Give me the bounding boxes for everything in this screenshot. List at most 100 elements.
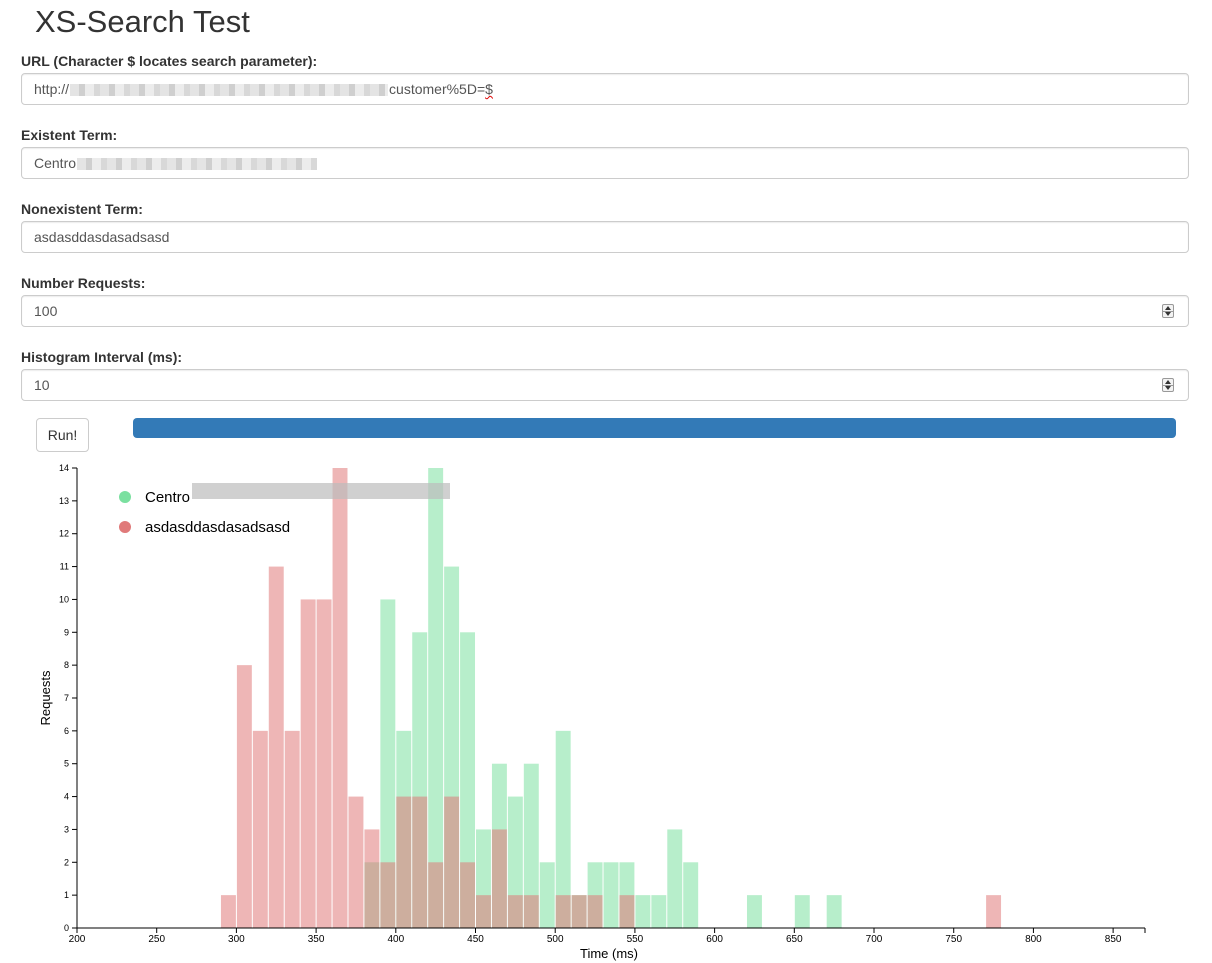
existent-term-value: Centro — [34, 155, 77, 171]
existent-term-input[interactable]: Centro — [21, 147, 1189, 179]
y-tick-label: 13 — [59, 496, 69, 506]
progress-bar-fill — [133, 418, 1176, 438]
histogram-bar-nonexistent — [380, 862, 396, 928]
x-tick-label: 200 — [69, 934, 86, 945]
y-axis-label: Requests — [38, 670, 53, 725]
histogram-chart: 200 250 300 350 400 450 500 550 600 650 700 750 800 8… — [38, 463, 1146, 961]
x-tick-label: 450 — [467, 934, 484, 945]
histogram-bar-nonexistent — [986, 895, 1002, 928]
histogram-bar-nonexistent — [460, 862, 476, 928]
y-tick-label: 2 — [64, 857, 69, 867]
x-tick-label: 500 — [547, 934, 564, 945]
histogram-bar-existent — [651, 895, 667, 928]
histogram-bar-existent — [746, 895, 762, 928]
histogram-bar-existent — [635, 895, 651, 928]
histogram-bar-nonexistent — [220, 895, 236, 928]
y-tick-label: 5 — [64, 759, 69, 769]
nonexistent-term-label: Nonexistent Term: — [21, 201, 143, 217]
x-tick-label: 250 — [148, 934, 165, 945]
histogram-bar-nonexistent — [252, 730, 268, 928]
y-tick-label: 6 — [64, 726, 69, 736]
url-label: URL (Character $ locates search paramete… — [21, 53, 318, 69]
histogram-bar-nonexistent — [396, 796, 412, 928]
existent-term-label: Existent Term: — [21, 127, 118, 143]
histogram-interval-value: 10 — [34, 377, 50, 393]
y-tick-label: 1 — [64, 890, 69, 900]
x-tick-label: 650 — [786, 934, 803, 945]
histogram-bar-nonexistent — [428, 862, 444, 928]
histogram-bar-nonexistent — [236, 665, 252, 928]
histogram-bar-existent — [683, 862, 699, 928]
histogram-bar-nonexistent — [507, 895, 523, 928]
x-tick-label: 800 — [1025, 934, 1042, 945]
histogram-interval-label: Histogram Interval (ms): — [21, 349, 183, 365]
histogram-bar-nonexistent — [476, 895, 491, 928]
x-axis-label: Time (ms) — [580, 946, 638, 961]
histogram-bar-existent — [603, 862, 619, 928]
histogram-bar-existent — [460, 632, 476, 928]
histogram-bar-nonexistent — [555, 895, 571, 928]
y-tick-label: 14 — [59, 463, 69, 473]
x-tick-label: 550 — [627, 934, 644, 945]
progress-bar — [133, 418, 1176, 438]
x-tick-label: 350 — [308, 934, 325, 945]
redacted-text — [192, 483, 450, 499]
histogram-bar-nonexistent — [587, 895, 603, 928]
histogram-interval-stepper[interactable] — [1162, 378, 1174, 392]
x-tick-label: 400 — [387, 934, 404, 945]
x-tick-label: 600 — [706, 934, 723, 945]
legend-label-existent: Centro — [145, 489, 190, 506]
url-input[interactable]: http:// customer%5D=$ — [21, 73, 1189, 105]
y-tick-label: 3 — [64, 824, 69, 834]
y-tick-label: 11 — [60, 562, 69, 572]
redacted-text — [77, 158, 318, 171]
number-requests-input[interactable]: 100 — [21, 295, 1189, 327]
y-tick-label: 4 — [64, 792, 69, 802]
x-tick-label: 300 — [228, 934, 245, 945]
url-value-prefix: http:// — [34, 81, 70, 97]
histogram-interval-input[interactable]: 10 — [21, 369, 1189, 401]
x-tick-label: 700 — [866, 934, 883, 945]
histogram-bar-existent — [667, 829, 683, 928]
histogram-bar-nonexistent — [523, 895, 539, 928]
run-button[interactable]: Run! — [36, 418, 89, 452]
histogram-bar-existent — [539, 862, 555, 928]
y-tick-label: 10 — [59, 594, 69, 604]
histogram-bar-nonexistent — [412, 796, 428, 928]
histogram-bar-nonexistent — [268, 566, 284, 928]
histogram-bar-existent — [507, 796, 523, 928]
page-title: XS-Search Test — [35, 4, 250, 39]
legend-label-nonexistent: asdasddasdasadsasd — [145, 519, 290, 536]
histogram-bar-nonexistent — [491, 829, 507, 928]
redacted-text — [70, 84, 389, 97]
histogram-bar-existent — [794, 895, 810, 928]
histogram-bar-nonexistent — [332, 468, 348, 928]
histogram-bar-nonexistent — [300, 599, 316, 928]
y-tick-label: 9 — [64, 627, 69, 637]
histogram-bar-existent — [428, 468, 444, 928]
histogram-bar-nonexistent — [316, 599, 332, 928]
histogram-bar-existent — [555, 730, 571, 928]
nonexistent-term-value: asdasddasdasadsasd — [34, 229, 170, 245]
histogram-bar-existent — [523, 763, 539, 928]
number-requests-value: 100 — [34, 303, 58, 319]
legend-dot-existent — [119, 491, 131, 503]
histogram-bar-nonexistent — [619, 895, 635, 928]
y-tick-label: 12 — [59, 529, 69, 539]
y-tick-label: 8 — [64, 660, 69, 670]
histogram-bar-existent — [380, 599, 396, 928]
histogram-bar-nonexistent — [348, 796, 364, 928]
nonexistent-term-input[interactable]: asdasddasdasadsasd — [21, 221, 1189, 253]
y-tick-label: 0 — [64, 923, 69, 933]
legend-dot-nonexistent — [119, 521, 131, 533]
x-tick-label: 750 — [945, 934, 962, 945]
histogram-bar-nonexistent — [571, 895, 587, 928]
y-tick-label: 7 — [64, 693, 69, 703]
number-requests-stepper[interactable] — [1162, 304, 1174, 318]
histogram-bar-nonexistent — [444, 796, 460, 928]
histogram-bar-nonexistent — [284, 730, 300, 928]
url-value-suffix: customer%5D= — [389, 81, 486, 97]
url-search-marker: $ — [485, 81, 493, 97]
x-tick-label: 850 — [1105, 934, 1122, 945]
histogram-bar-nonexistent — [364, 829, 380, 928]
